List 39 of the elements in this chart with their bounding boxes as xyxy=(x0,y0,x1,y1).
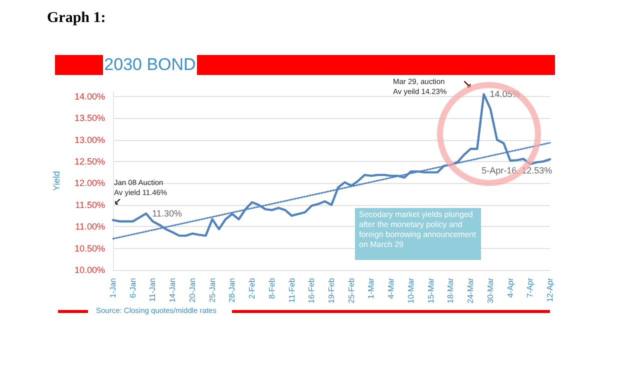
x-tick-label: 16-Feb xyxy=(307,277,316,304)
y-axis-title: Yield xyxy=(52,171,62,191)
y-tick-label: 10.00% xyxy=(74,265,105,275)
x-tick-label: 25-Jan xyxy=(208,278,217,302)
data-label: 14.05% xyxy=(490,89,520,100)
x-tick-label: 30-Mar xyxy=(486,278,495,304)
y-tick-label: 12.50% xyxy=(74,156,105,166)
x-tick-label: 1-Mar xyxy=(366,278,376,299)
chart-title: Graph 1: xyxy=(47,10,106,27)
x-tick-label: 20-Jan xyxy=(188,278,197,302)
y-tick-label: 14.00% xyxy=(74,91,105,102)
x-tick-label: 11-Feb xyxy=(287,277,296,303)
y-tick-label: 13.00% xyxy=(74,134,105,145)
x-tick-label: 4-Apr xyxy=(506,278,515,298)
x-tick-label: 18-Mar xyxy=(446,278,456,304)
chart-subtitle: 2030 BOND xyxy=(103,53,197,77)
y-tick-label: 11.50% xyxy=(75,200,105,210)
data-label: 11.30% xyxy=(152,208,182,219)
y-tick-label: 13.50% xyxy=(74,113,105,124)
x-tick-label: 11-Jan xyxy=(148,278,158,302)
y-tick-label: 10.50% xyxy=(74,243,105,254)
x-tick-label: 1-Jan xyxy=(108,278,118,298)
x-tick-label: 15-Mar xyxy=(426,278,436,304)
annotation: Secodary market yields plunged after the monetary policy and foreign borrowing announcement on March 29 xyxy=(355,208,481,260)
x-tick-label: 6-Jan xyxy=(128,278,138,298)
y-tick-label: 11.00% xyxy=(75,222,105,232)
x-tick-label: 28-Jan xyxy=(228,278,237,302)
x-tick-label: 24-Mar xyxy=(466,278,476,304)
x-tick-label: 7-Apr xyxy=(526,278,535,298)
x-tick-label: 10-Mar xyxy=(406,278,416,304)
x-tick-label: 25-Feb xyxy=(346,277,356,304)
x-tick-label: 14-Jan xyxy=(168,278,178,302)
y-tick-label: 12.00% xyxy=(74,178,105,188)
x-tick-label: 4-Mar xyxy=(386,278,396,299)
x-tick-label: 12-Apr xyxy=(546,278,554,302)
x-tick-label: 2-Feb xyxy=(248,277,257,299)
x-tick-label: 19-Feb xyxy=(327,277,336,304)
x-tick-label: 8-Feb xyxy=(267,277,276,299)
data-label: 5-Apr-16, 12.53% xyxy=(482,166,552,176)
